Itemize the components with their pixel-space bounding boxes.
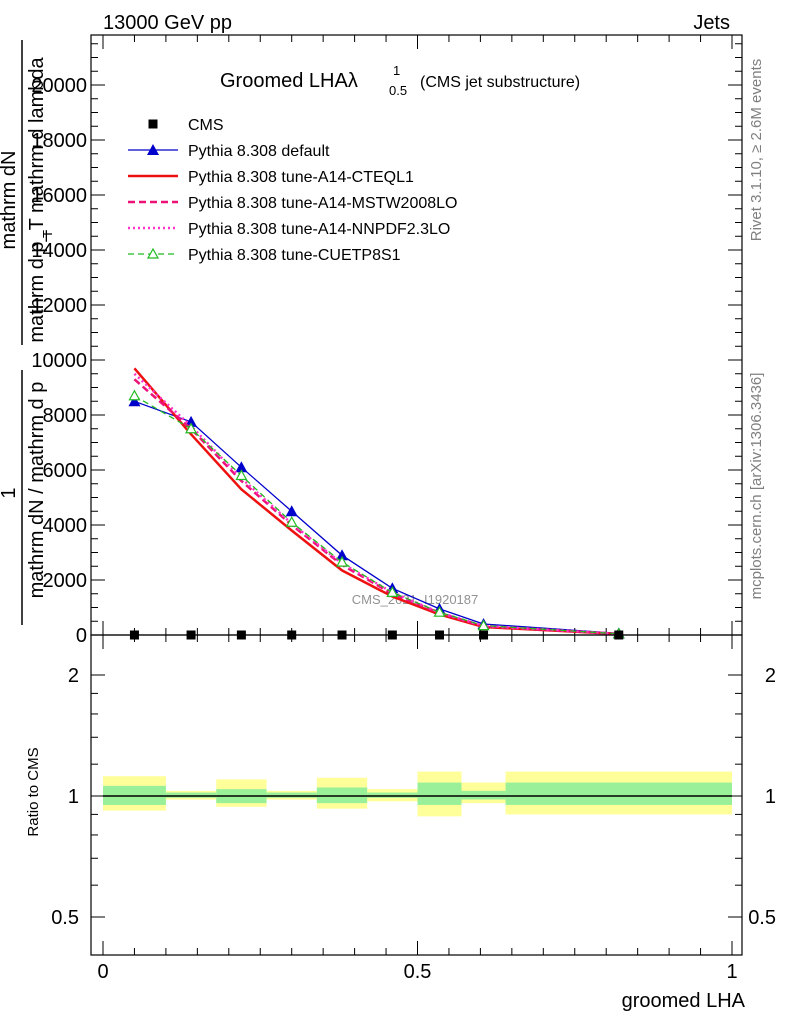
header-right-label: Jets bbox=[693, 12, 730, 34]
ratio-xlabel: groomed LHA bbox=[622, 990, 746, 1012]
main-ytick-label: 8000 bbox=[43, 405, 88, 427]
main-y-axis: 0 2000 4000 6000 8000 10000 12000 14000 16000 180… bbox=[31, 43, 742, 647]
legend-item-default: Pythia 8.308 default bbox=[128, 143, 330, 160]
rivet-label: Rivet 3.1.10, ≥ 2.6M events bbox=[748, 59, 765, 242]
data-point-cuetp8s1 bbox=[128, 389, 141, 401]
ratio-xtick-label: 1 bbox=[726, 961, 737, 983]
ratio-ytick-label: 2 bbox=[68, 665, 79, 687]
data-point-cuetp8s1 bbox=[336, 555, 349, 567]
ratio-ytick-label: 0.5 bbox=[51, 907, 79, 929]
main-ytick-label: 16000 bbox=[31, 185, 87, 207]
main-ylabel-den-sub: T bbox=[40, 230, 55, 238]
ratio-ylabel: Ratio to CMS bbox=[25, 747, 42, 836]
legend-marker-cms bbox=[148, 119, 158, 129]
ratio-ytick-label-right: 2 bbox=[765, 665, 776, 687]
legend-label-cuetp8s1: Pythia 8.308 tune-CUETP8S1 bbox=[188, 247, 401, 264]
ratio-band-inner bbox=[165, 792, 217, 798]
data-point-default bbox=[336, 549, 349, 561]
main-ylabel-numerator: mathrm dN bbox=[0, 151, 20, 250]
main-ytick-label: 12000 bbox=[31, 295, 87, 317]
header-left-label: 13000 GeV pp bbox=[103, 12, 232, 34]
main-ytick-label: 10000 bbox=[31, 350, 87, 372]
legend-label-cms: CMS bbox=[188, 117, 224, 134]
data-point-cuetp8s1 bbox=[386, 586, 399, 597]
main-ytick-label: 2000 bbox=[43, 570, 88, 592]
legend-item-cms: CMS bbox=[148, 117, 224, 134]
legend-label-mstw: Pythia 8.308 tune-A14-MSTW2008LO bbox=[188, 195, 457, 212]
mcplots-label: mcplots.cern.ch [arXiv:1306.3436] bbox=[748, 373, 765, 600]
plot-title-main: Groomed LHAλ bbox=[220, 70, 358, 92]
plot-title-sup: 1 bbox=[393, 63, 400, 78]
ratio-xtick-label: 0 bbox=[97, 961, 108, 983]
analysis-watermark: CMS_2021_I1920187 bbox=[352, 592, 479, 607]
legend-label-nnpdf: Pythia 8.308 tune-A14-NNPDF2.3LO bbox=[188, 221, 450, 238]
plot-title-sub: 0.5 bbox=[389, 83, 407, 98]
ratio-ytick-label: 1 bbox=[68, 786, 79, 808]
main-ytick-label: 14000 bbox=[31, 240, 87, 262]
ratio-xtick-label: 0.5 bbox=[404, 961, 432, 983]
ratio-band-inner bbox=[266, 792, 317, 798]
legend-item-cuetp8s1: Pythia 8.308 tune-CUETP8S1 bbox=[128, 247, 401, 264]
legend-item-cteql1: Pythia 8.308 tune-A14-CTEQL1 bbox=[128, 169, 414, 186]
ratio-band-inner bbox=[505, 782, 732, 805]
data-point-cuetp8s1 bbox=[477, 619, 490, 631]
main-ytick-label: 20000 bbox=[31, 75, 87, 97]
data-point-default bbox=[185, 415, 198, 427]
legend-item-nnpdf: Pythia 8.308 tune-A14-NNPDF2.3LO bbox=[128, 221, 450, 238]
legend-label-cteql1: Pythia 8.308 tune-A14-CTEQL1 bbox=[188, 169, 414, 186]
main-ytick-label: 18000 bbox=[31, 130, 87, 152]
main-ylabel-prefix: 1 bbox=[0, 487, 20, 498]
main-ytick-label: 0 bbox=[76, 625, 87, 647]
main-ytick-label: 6000 bbox=[43, 460, 88, 482]
ratio-band-inner bbox=[461, 790, 506, 800]
main-ylabel: 1 mathrm dN mathrm d p_T mathrm d lambda… bbox=[0, 40, 55, 625]
ratio-bands bbox=[103, 771, 732, 817]
main-ylabel-den-prefix: mathrm dN / mathrm d p bbox=[26, 382, 48, 599]
plot-title: Groomed LHAλ 1 0.5 (CMS jet substructure… bbox=[220, 63, 580, 98]
main-ytick-label: 4000 bbox=[43, 515, 88, 537]
ratio-band-inner bbox=[367, 792, 418, 798]
data-point-default bbox=[285, 505, 298, 517]
ratio-ytick-label-right: 1 bbox=[765, 786, 776, 808]
ratio-plot-frame bbox=[90, 634, 743, 956]
ratio-x-axis: 0 0.5 1 bbox=[97, 635, 738, 983]
data-point-cuetp8s1 bbox=[235, 469, 248, 481]
main-ylabel-denominator: mathrm d p_T mathrm d lambda bbox=[26, 56, 48, 342]
legend: CMS Pythia 8.308 default Pythia 8.308 tune… bbox=[128, 117, 457, 264]
ratio-band-inner bbox=[417, 782, 462, 805]
ratio-y-axis: 0.5 0.5 1 1 2 2 bbox=[51, 665, 776, 929]
data-point-default bbox=[235, 461, 248, 473]
data-point-cuetp8s1 bbox=[285, 516, 298, 527]
legend-marker-cuetp8s1 bbox=[146, 247, 160, 259]
legend-marker-default bbox=[147, 144, 159, 155]
data-point-cuetp8s1 bbox=[433, 605, 446, 617]
ratio-ytick-label-right: 0.5 bbox=[748, 907, 776, 929]
legend-label-default: Pythia 8.308 default bbox=[188, 143, 330, 160]
legend-item-mstw: Pythia 8.308 tune-A14-MSTW2008LO bbox=[128, 195, 457, 212]
data-point-cuetp8s1 bbox=[185, 422, 198, 434]
data-point-default bbox=[128, 395, 141, 407]
plot-subtitle: (CMS jet substructure) bbox=[420, 74, 580, 91]
